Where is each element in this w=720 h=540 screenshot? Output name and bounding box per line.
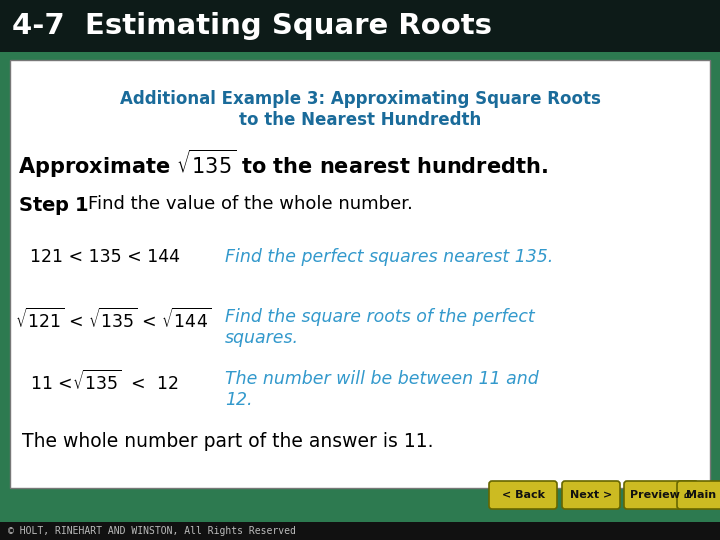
FancyBboxPatch shape [489, 481, 557, 509]
FancyBboxPatch shape [10, 60, 710, 488]
Text: 121 < 135 < 144: 121 < 135 < 144 [30, 248, 180, 266]
Text: 11 <$\sqrt{135}$  <  12: 11 <$\sqrt{135}$ < 12 [30, 370, 179, 394]
Text: Preview ⌂: Preview ⌂ [630, 490, 692, 500]
Text: $\sqrt{121}$ < $\sqrt{135}$ < $\sqrt{144}$: $\sqrt{121}$ < $\sqrt{135}$ < $\sqrt{144… [15, 308, 211, 332]
FancyBboxPatch shape [0, 522, 720, 540]
FancyBboxPatch shape [677, 481, 720, 509]
Text: Approximate $\sqrt{135}$ to the nearest hundredth.: Approximate $\sqrt{135}$ to the nearest … [18, 148, 548, 180]
Text: Find the perfect squares nearest 135.: Find the perfect squares nearest 135. [225, 248, 553, 266]
FancyBboxPatch shape [562, 481, 620, 509]
Text: < Back: < Back [502, 490, 544, 500]
Text: © HOLT, RINEHART AND WINSTON, All Rights Reserved: © HOLT, RINEHART AND WINSTON, All Rights… [8, 526, 296, 536]
Text: 4-7  Estimating Square Roots: 4-7 Estimating Square Roots [12, 12, 492, 40]
Text: $\mathbf{Step\ 1}$: $\mathbf{Step\ 1}$ [18, 195, 89, 217]
Text: The number will be between 11 and
12.: The number will be between 11 and 12. [225, 370, 539, 409]
FancyBboxPatch shape [0, 0, 720, 52]
Text: The whole number part of the answer is 11.: The whole number part of the answer is 1… [22, 432, 433, 451]
Text: Find the square roots of the perfect
squares.: Find the square roots of the perfect squ… [225, 308, 535, 347]
Text: Find the value of the whole number.: Find the value of the whole number. [88, 195, 413, 213]
FancyBboxPatch shape [624, 481, 698, 509]
Text: Main ⌂: Main ⌂ [686, 490, 720, 500]
Text: Next >: Next > [570, 490, 612, 500]
Text: Additional Example 3: Approximating Square Roots
to the Nearest Hundredth: Additional Example 3: Approximating Squa… [120, 90, 600, 129]
